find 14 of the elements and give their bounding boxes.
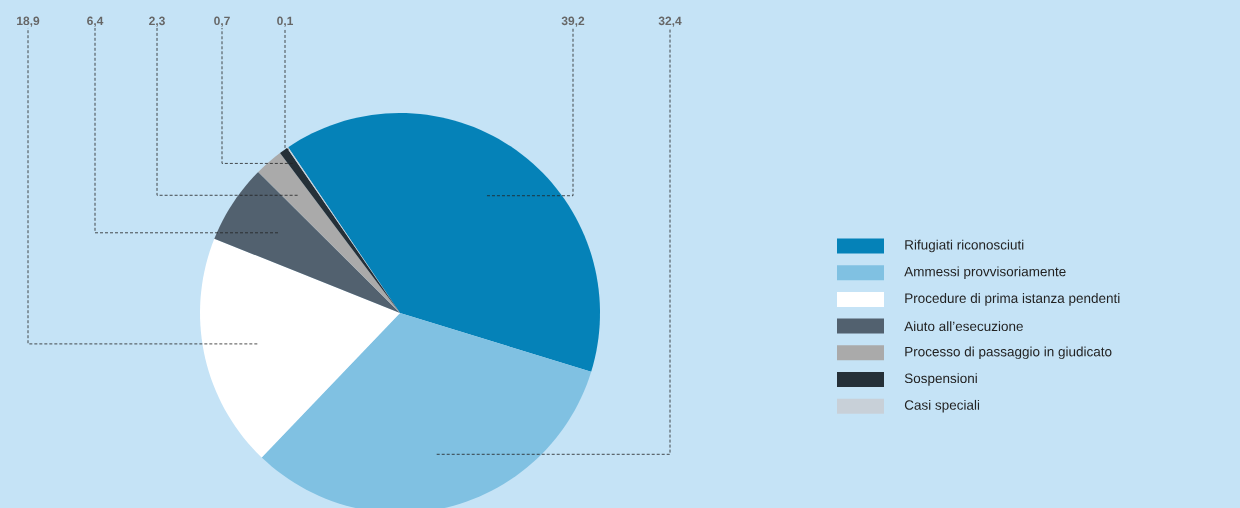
data-label: 32,4: [658, 16, 682, 27]
legend-label: Sospensioni: [904, 373, 977, 386]
data-label: 0,7: [214, 16, 230, 27]
legend-label: Aiuto all’esecuzione: [904, 321, 1023, 332]
data-label: 39,2: [561, 16, 585, 27]
legend-label: Processo di passaggio in giudicato: [905, 346, 1112, 360]
data-label: 2,3: [149, 16, 165, 27]
legend-label: Procedure di prima istanza pendenti: [905, 293, 1120, 306]
data-label: 6,4: [87, 16, 104, 27]
legend-label: Casi speciali: [904, 399, 980, 413]
data-label: 0,1: [277, 16, 294, 27]
data-label: 18,9: [17, 16, 40, 27]
legend-label: Ammessi provvisoriamente: [904, 266, 1066, 279]
legend-label: Rifugiati riconosciuti: [905, 239, 1024, 253]
